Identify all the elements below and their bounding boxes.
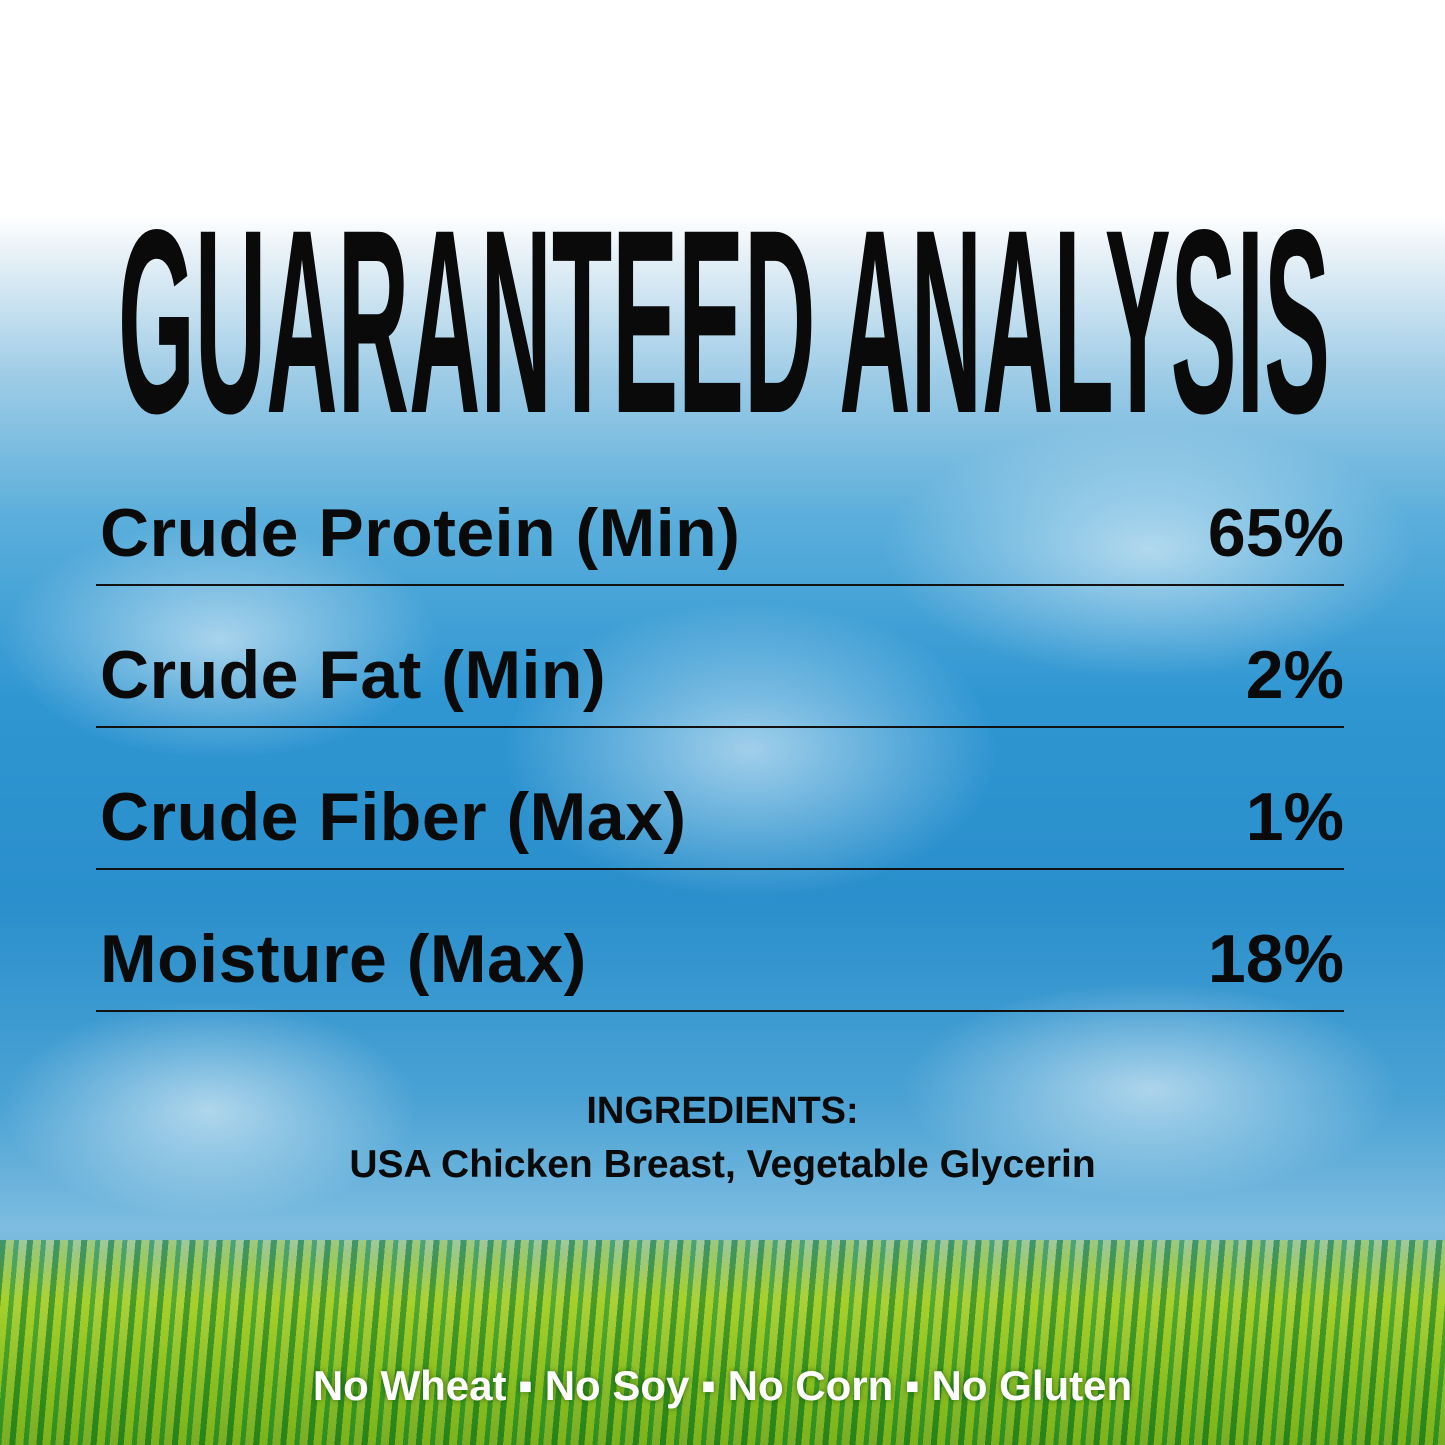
page-title: GUARANTEED ANALYSIS	[118, 215, 1330, 425]
analysis-label: Moisture (Max)	[100, 921, 587, 997]
analysis-row: Crude Fiber (Max) 1%	[96, 779, 1344, 870]
ingredients-text: USA Chicken Breast, Vegetable Glycerin	[349, 1143, 1096, 1186]
ingredients-heading: INGREDIENTS:	[586, 1090, 859, 1132]
cloud	[0, 1000, 420, 1220]
analysis-value: 2%	[1245, 637, 1344, 713]
analysis-label: Crude Fiber (Max)	[100, 779, 687, 855]
analysis-label: Crude Protein (Min)	[100, 495, 741, 571]
analysis-row: Crude Protein (Min) 65%	[96, 495, 1344, 586]
analysis-value: 1%	[1245, 779, 1344, 855]
cloud	[500, 600, 1000, 900]
grass-background	[0, 1240, 1445, 1445]
analysis-row: Crude Fat (Min) 2%	[96, 637, 1344, 728]
analysis-row: Moisture (Max) 18%	[96, 921, 1344, 1012]
cloud	[900, 980, 1400, 1200]
cloud	[880, 420, 1420, 680]
cloud	[0, 520, 440, 760]
page-title-text: GUARANTEED ANALYSIS	[118, 215, 1330, 425]
analysis-value: 18%	[1207, 921, 1344, 997]
analysis-label: Crude Fat (Min)	[100, 637, 607, 713]
free-from-text: No Wheat ▪ No Soy ▪ No Corn ▪ No Gluten	[312, 1362, 1133, 1409]
analysis-value: 65%	[1207, 495, 1344, 571]
